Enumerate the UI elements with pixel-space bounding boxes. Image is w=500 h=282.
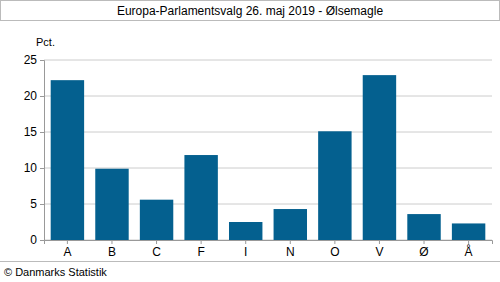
x-axis-line bbox=[45, 241, 493, 245]
x-tick-mark bbox=[334, 240, 335, 244]
y-tick-label: 25 bbox=[24, 53, 38, 67]
x-tick: I bbox=[244, 240, 247, 259]
bar bbox=[318, 131, 351, 240]
x-tick-label: F bbox=[197, 245, 204, 259]
x-tick-label: Ø bbox=[419, 245, 428, 259]
title-box bbox=[1, 1, 500, 21]
y-tick: 5 bbox=[30, 197, 44, 211]
y-tick: 15 bbox=[24, 125, 44, 139]
bar bbox=[407, 214, 440, 240]
bar bbox=[229, 222, 262, 240]
y-tick-mark bbox=[40, 60, 44, 61]
y-tick: 25 bbox=[24, 53, 44, 67]
x-tick-mark bbox=[111, 240, 112, 244]
x-tick-label: V bbox=[375, 245, 383, 259]
bar bbox=[274, 209, 307, 240]
y-tick: 20 bbox=[24, 89, 44, 103]
x-axis: ABCFINOVØÅ bbox=[45, 240, 493, 259]
x-tick: Ø bbox=[419, 240, 428, 259]
y-tick-label: 5 bbox=[30, 197, 37, 211]
grid-line bbox=[44, 60, 492, 61]
x-tick-mark bbox=[201, 240, 202, 244]
y-tick: 0 bbox=[30, 233, 44, 247]
x-tick-label: C bbox=[152, 245, 161, 259]
grid-line bbox=[44, 168, 492, 169]
annotation: © Danmarks Statistik bbox=[4, 266, 107, 278]
x-tick-mark bbox=[67, 240, 68, 244]
y-tick-label: 20 bbox=[24, 89, 38, 103]
y-axis-line bbox=[40, 61, 45, 241]
bar bbox=[51, 80, 84, 240]
bars bbox=[51, 75, 486, 240]
x-tick: F bbox=[197, 240, 204, 259]
bar bbox=[184, 155, 217, 240]
x-tick-mark bbox=[424, 240, 425, 244]
x-tick: C bbox=[152, 240, 161, 259]
x-tick: N bbox=[286, 240, 295, 259]
grid-line bbox=[44, 96, 492, 97]
y-tick-label: 15 bbox=[24, 125, 38, 139]
x-tick-label: O bbox=[330, 245, 339, 259]
y-tick-mark bbox=[40, 168, 44, 169]
y-label: Pct. bbox=[36, 36, 55, 48]
footer-line bbox=[0, 261, 500, 262]
x-tick-label: B bbox=[108, 245, 116, 259]
x-tick: V bbox=[375, 240, 383, 259]
x-tick-label: A bbox=[63, 245, 71, 259]
bar bbox=[95, 169, 128, 240]
x-tick: O bbox=[330, 240, 339, 259]
x-tick-label: Å bbox=[465, 244, 473, 259]
x-tick: A bbox=[63, 240, 71, 259]
y-axis: 0 5 10 15 20 25 bbox=[24, 53, 45, 247]
bar bbox=[363, 75, 396, 240]
y-tick-mark bbox=[40, 240, 44, 241]
x-tick-mark bbox=[468, 240, 469, 244]
y-tick-mark bbox=[40, 204, 44, 205]
x-tick-label: N bbox=[286, 245, 295, 259]
x-tick: Å bbox=[465, 240, 473, 259]
y-tick-mark bbox=[40, 96, 44, 97]
chart: Europa-Parlamentsvalg 26. maj 2019 - Øls… bbox=[0, 0, 500, 282]
y-tick-label: 0 bbox=[30, 233, 37, 247]
y-tick-label: 10 bbox=[24, 161, 38, 175]
bar bbox=[140, 200, 173, 240]
x-tick-mark bbox=[245, 240, 246, 244]
x-tick-mark bbox=[290, 240, 291, 244]
grid-line bbox=[44, 132, 492, 133]
y-tick-mark bbox=[40, 132, 44, 133]
x-tick: B bbox=[108, 240, 116, 259]
y-tick: 10 bbox=[24, 161, 44, 175]
grid bbox=[44, 60, 492, 240]
x-tick-label: I bbox=[244, 245, 247, 259]
x-tick-mark bbox=[379, 240, 380, 244]
x-tick-mark bbox=[156, 240, 157, 244]
bar bbox=[452, 223, 485, 240]
title: Europa-Parlamentsvalg 26. maj 2019 - Øls… bbox=[117, 4, 383, 18]
